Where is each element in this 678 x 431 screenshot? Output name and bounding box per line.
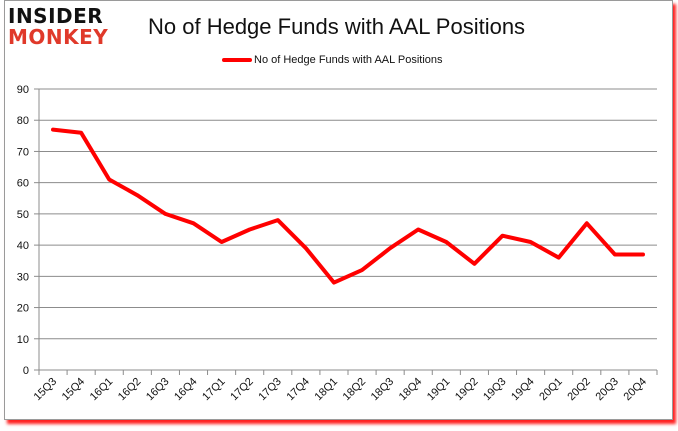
- y-tick-label: 40: [17, 240, 29, 252]
- y-tick-label: 20: [17, 303, 29, 315]
- x-tick-label: 18Q3: [369, 376, 397, 404]
- x-tick-label: 18Q1: [313, 376, 341, 404]
- x-tick-label: 17Q4: [284, 376, 312, 404]
- x-tick-label: 15Q3: [32, 376, 60, 404]
- x-tick-label: 18Q2: [341, 376, 369, 404]
- x-tick-label: 15Q4: [60, 376, 88, 404]
- y-tick-label: 60: [17, 178, 29, 190]
- x-tick-label: 16Q2: [116, 376, 144, 404]
- x-tick-label: 16Q1: [88, 376, 116, 404]
- chart-legend: No of Hedge Funds with AAL Positions: [222, 54, 443, 66]
- logo-line-1: INSIDER: [8, 4, 104, 28]
- x-tick-label: 19Q3: [481, 376, 509, 404]
- x-tick-label: 17Q3: [256, 376, 284, 404]
- series-line: [51, 127, 645, 285]
- logo-line-2: MONKEY: [8, 25, 109, 49]
- x-tick-label: 20Q3: [593, 376, 621, 404]
- x-tick-label: 20Q1: [537, 376, 565, 404]
- x-tick-label: 19Q2: [453, 376, 481, 404]
- y-axis-ticks: 0 10 20 30 40 50 60 70 80 90: [17, 84, 39, 377]
- legend-label: No of Hedge Funds with AAL Positions: [254, 54, 443, 66]
- legend-line-swatch-icon: [222, 58, 252, 62]
- y-tick-label: 30: [17, 271, 29, 283]
- chart-frame: [4, 0, 673, 420]
- x-tick-label: 16Q3: [144, 376, 172, 404]
- x-tick-label: 18Q4: [397, 376, 425, 404]
- insider-monkey-logo: INSIDER MONKEY: [8, 6, 128, 54]
- x-tick-label: 20Q2: [565, 376, 593, 404]
- x-tick-label: 19Q4: [509, 376, 537, 404]
- y-tick-label: 70: [17, 146, 29, 158]
- x-tick-label: 19Q1: [425, 376, 453, 404]
- y-tick-label: 10: [17, 334, 29, 346]
- y-tick-label: 80: [17, 115, 29, 127]
- x-tick-label: 17Q2: [228, 376, 256, 404]
- axes: [38, 89, 657, 371]
- x-tick-label: 20Q4: [622, 376, 650, 404]
- y-tick-label: 50: [17, 209, 29, 221]
- x-tick-label: 16Q4: [172, 376, 200, 404]
- chart-title: No of Hedge Funds with AAL Positions: [148, 14, 526, 39]
- y-tick-label: 0: [23, 365, 29, 377]
- x-axis-ticks: 15Q3 15Q4 16Q1 16Q2 16Q3 16Q4 17Q1 17Q2 17Q3 17Q4…: [32, 370, 658, 404]
- x-tick-label: 17Q1: [200, 376, 228, 404]
- y-tick-label: 90: [17, 84, 29, 96]
- gridlines: [39, 88, 657, 340]
